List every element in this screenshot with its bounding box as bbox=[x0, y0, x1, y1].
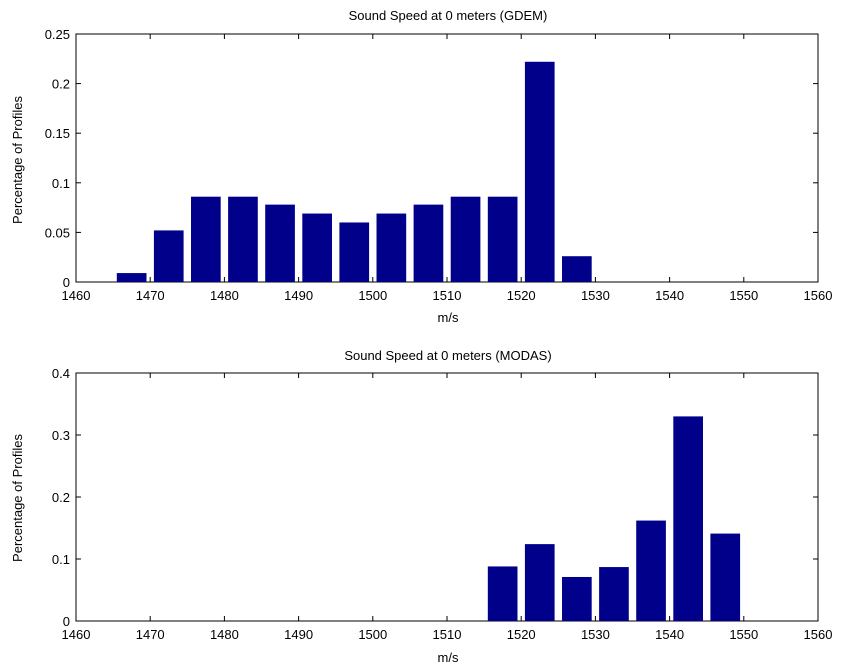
y-tick-label: 0 bbox=[63, 275, 70, 290]
chart-title: Sound Speed at 0 meters (GDEM) bbox=[349, 8, 548, 23]
bar bbox=[636, 520, 666, 621]
x-tick-label: 1560 bbox=[804, 288, 833, 303]
bar bbox=[450, 196, 481, 282]
bar bbox=[562, 256, 592, 282]
bar bbox=[413, 204, 444, 282]
bar bbox=[116, 273, 147, 282]
x-tick-label: 1490 bbox=[284, 627, 313, 642]
x-tick-label: 1520 bbox=[507, 288, 536, 303]
y-ticks: 0 0.1 0.2 0.3 0.4 bbox=[52, 366, 818, 629]
y-tick-label: 0 bbox=[63, 614, 70, 629]
y-tick-label: 0.1 bbox=[52, 176, 70, 191]
bar bbox=[339, 222, 370, 282]
x-tick-label: 1480 bbox=[210, 288, 239, 303]
bar bbox=[487, 196, 518, 282]
y-tick-label: 0.2 bbox=[52, 77, 70, 92]
y-axis-label: Percentage of Profiles bbox=[10, 434, 25, 562]
y-tick-label: 0.3 bbox=[52, 428, 70, 443]
y-tick-label: 0.25 bbox=[45, 27, 70, 42]
y-ticks: 0 0.05 0.1 0.15 0.2 0.25 bbox=[45, 27, 818, 290]
x-tick-label: 1510 bbox=[433, 288, 462, 303]
bar bbox=[191, 196, 221, 282]
x-tick-label: 1530 bbox=[581, 288, 610, 303]
x-tick-label: 1500 bbox=[358, 627, 387, 642]
x-tick-label: 1470 bbox=[136, 627, 165, 642]
x-tick-label: 1520 bbox=[507, 627, 536, 642]
x-ticks: 1460 1470 1480 1490 1500 1510 1520 1530 1540 1550… bbox=[62, 373, 833, 642]
x-tick-label: 1460 bbox=[62, 288, 91, 303]
x-axis-label: m/s bbox=[438, 310, 459, 325]
x-tick-label: 1460 bbox=[62, 627, 91, 642]
chart-gdem: Sound Speed at 0 meters (GDEM) 1460 1470 1… bbox=[10, 8, 832, 325]
plot-area bbox=[75, 33, 819, 283]
x-tick-label: 1500 bbox=[358, 288, 387, 303]
x-tick-label: 1470 bbox=[136, 288, 165, 303]
chart-title: Sound Speed at 0 meters (MODAS) bbox=[344, 348, 551, 363]
y-tick-label: 0.4 bbox=[52, 366, 70, 381]
bars bbox=[487, 416, 741, 621]
x-axis-label: m/s bbox=[438, 650, 459, 665]
bars bbox=[116, 61, 592, 282]
bar bbox=[710, 533, 741, 621]
x-tick-label: 1540 bbox=[655, 288, 684, 303]
y-tick-label: 0.1 bbox=[52, 552, 70, 567]
bar bbox=[524, 544, 555, 621]
y-tick-label: 0.2 bbox=[52, 490, 70, 505]
y-tick-label: 0.05 bbox=[45, 225, 70, 240]
x-tick-label: 1550 bbox=[729, 288, 758, 303]
plot-area bbox=[75, 372, 819, 622]
x-tick-label: 1540 bbox=[655, 627, 684, 642]
x-tick-label: 1510 bbox=[433, 627, 462, 642]
bar bbox=[562, 576, 592, 621]
bar bbox=[302, 213, 332, 282]
bar bbox=[599, 567, 629, 621]
bar bbox=[228, 196, 258, 282]
x-tick-label: 1490 bbox=[284, 288, 313, 303]
bar bbox=[376, 213, 407, 282]
x-ticks: 1460 1470 1480 1490 1500 1510 1520 1530 1540 1550… bbox=[62, 34, 833, 303]
bar bbox=[524, 61, 555, 282]
bar bbox=[487, 566, 518, 621]
chart-modas: Sound Speed at 0 meters (MODAS) 1460 1470… bbox=[10, 348, 832, 665]
y-axis-label: Percentage of Profiles bbox=[10, 96, 25, 224]
x-tick-label: 1550 bbox=[729, 627, 758, 642]
bar bbox=[673, 416, 703, 621]
x-tick-label: 1560 bbox=[804, 627, 833, 642]
bar bbox=[153, 230, 184, 282]
bar bbox=[265, 204, 295, 282]
x-tick-label: 1530 bbox=[581, 627, 610, 642]
y-tick-label: 0.15 bbox=[45, 126, 70, 141]
x-tick-label: 1480 bbox=[210, 627, 239, 642]
